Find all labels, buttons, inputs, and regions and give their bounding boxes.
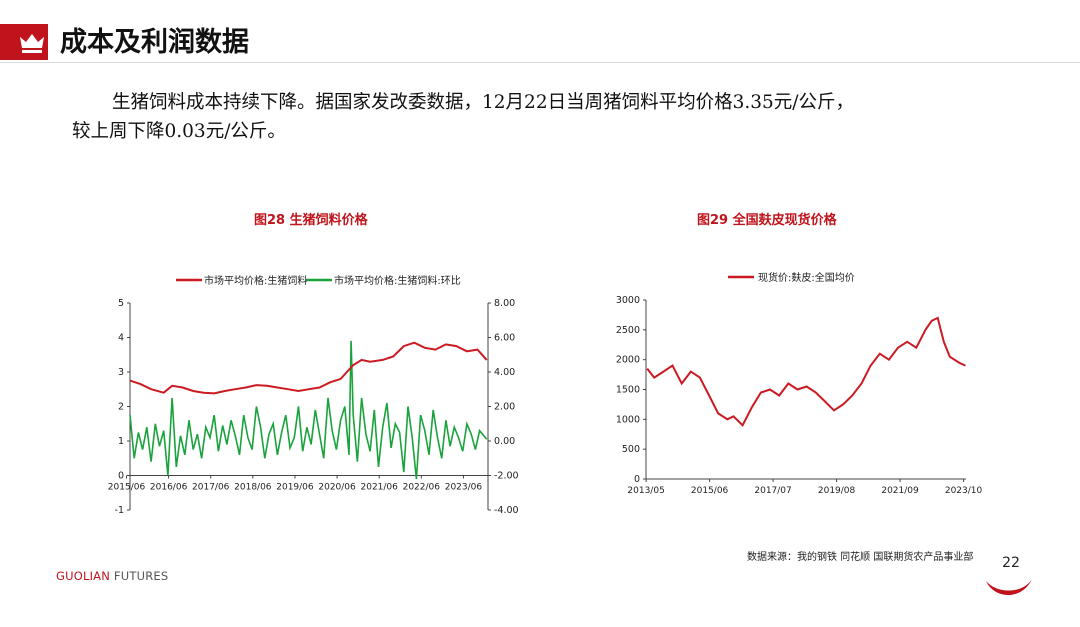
page-badge-swoosh [986, 579, 1032, 595]
x-tick-label: 2022/06 [403, 483, 441, 493]
legend-label-mom: 市场平均价格:生猪饲料:环比 [334, 274, 461, 287]
y-tick-label: 1000 [616, 414, 640, 425]
x-tick-label: 2018/06 [234, 483, 272, 493]
feed-price-chart: 市场平均价格:生猪饲料 市场平均价格:生猪饲料:环比 5 4 3 2 1 0 -1 8.00 6… [108, 274, 519, 516]
legend-label-bran-price: 现货价:麸皮:全国均价 [758, 271, 855, 284]
x-tick-label: 2017/07 [754, 486, 791, 496]
x-tick-label: 2019/08 [818, 486, 856, 496]
page-title: 成本及利润数据 [60, 27, 249, 58]
summary-paragraph: 生猪饲料成本持续下降。据国家发改委数据，12月22日当周猪饲料平均价格3.35元… [72, 88, 1022, 146]
x-tick-label: 2020/06 [318, 483, 356, 493]
x-tick-label: 2019/06 [276, 483, 314, 493]
series-line-feed-price [129, 341, 488, 395]
legend-label-feed-price: 市场平均价格:生猪饲料 [204, 274, 307, 287]
crown-base [22, 50, 42, 53]
x-tick-label: 2015/06 [691, 486, 729, 496]
x-tick-label: 2016/06 [150, 483, 188, 493]
left-y-tick-label: 2 [118, 402, 124, 413]
left-y-tick-label: 5 [118, 298, 124, 309]
chart29-plot-area [646, 316, 966, 427]
series-line-mom [129, 340, 488, 479]
right-y-tick-label: 0.00 [494, 436, 515, 447]
chart28-plot-area [129, 340, 488, 479]
brand-suffix: FUTURES [113, 569, 169, 583]
fig29-title: 图29 全国麸皮现货价格 [697, 213, 837, 228]
fig28-title: 图28 生猪饲料价格 [254, 213, 368, 228]
left-y-tick-label: -1 [115, 505, 124, 516]
left-y-tick-label: 4 [118, 333, 124, 344]
right-y-tick-label: 2.00 [494, 402, 515, 413]
y-tick-label: 2500 [616, 325, 640, 336]
title-divider [0, 62, 1080, 63]
y-tick-label: 1500 [616, 385, 640, 396]
left-y-tick-label: 0 [118, 471, 124, 482]
chart28-axes: 5 4 3 2 1 0 -1 8.00 6.00 4.00 2.00 0.00 -2.00 -4.00 20… [108, 298, 519, 516]
chart28-legend: 市场平均价格:生猪饲料 市场平均价格:生猪饲料:环比 [176, 274, 461, 287]
x-tick-label: 2023/10 [945, 486, 983, 496]
right-y-tick-label: 6.00 [494, 333, 515, 344]
x-tick-label: 2015/06 [108, 483, 146, 493]
y-tick-label: 0 [634, 474, 640, 485]
y-tick-label: 3000 [616, 295, 640, 306]
y-tick-label: 500 [622, 444, 640, 455]
x-tick-label: 2017/06 [192, 483, 230, 493]
brand-name: GUOLIAN [56, 569, 111, 583]
right-y-tick-label: 8.00 [494, 298, 515, 309]
bran-price-chart: 现货价:麸皮:全国均价 3000 2500 2000 1500 1000 500 02013… [616, 271, 983, 496]
x-tick-label: 2021/09 [881, 486, 919, 496]
summary-line-1: 生猪饲料成本持续下降。据国家发改委数据，12月22日当周猪饲料平均价格3.35元… [112, 92, 855, 113]
y-tick-label: 2000 [616, 355, 640, 366]
page-number: 22 [1002, 555, 1020, 571]
brand-logo-text: GUOLIAN FUTURES [56, 569, 168, 583]
swoosh-shape [986, 579, 1032, 595]
left-y-tick-label: 3 [118, 367, 124, 378]
crown-icon [20, 34, 44, 48]
summary-line-2: 较上周下降0.03元/公斤。 [72, 121, 286, 142]
data-source: 数据来源：我的钢铁 同花顺 国联期货农产品事业部 [747, 552, 974, 563]
title-accent-bar [0, 24, 48, 60]
x-tick-label: 2023/06 [445, 483, 483, 493]
right-y-tick-label: -4.00 [494, 505, 519, 516]
right-y-tick-label: -2.00 [494, 471, 519, 482]
right-y-tick-label: 4.00 [494, 367, 515, 378]
chart29-legend: 现货价:麸皮:全国均价 [728, 271, 855, 284]
x-tick-label: 2021/06 [361, 483, 399, 493]
series-line-bran-price [646, 316, 966, 427]
x-tick-label: 2013/05 [627, 486, 664, 496]
left-y-tick-label: 1 [118, 436, 124, 447]
